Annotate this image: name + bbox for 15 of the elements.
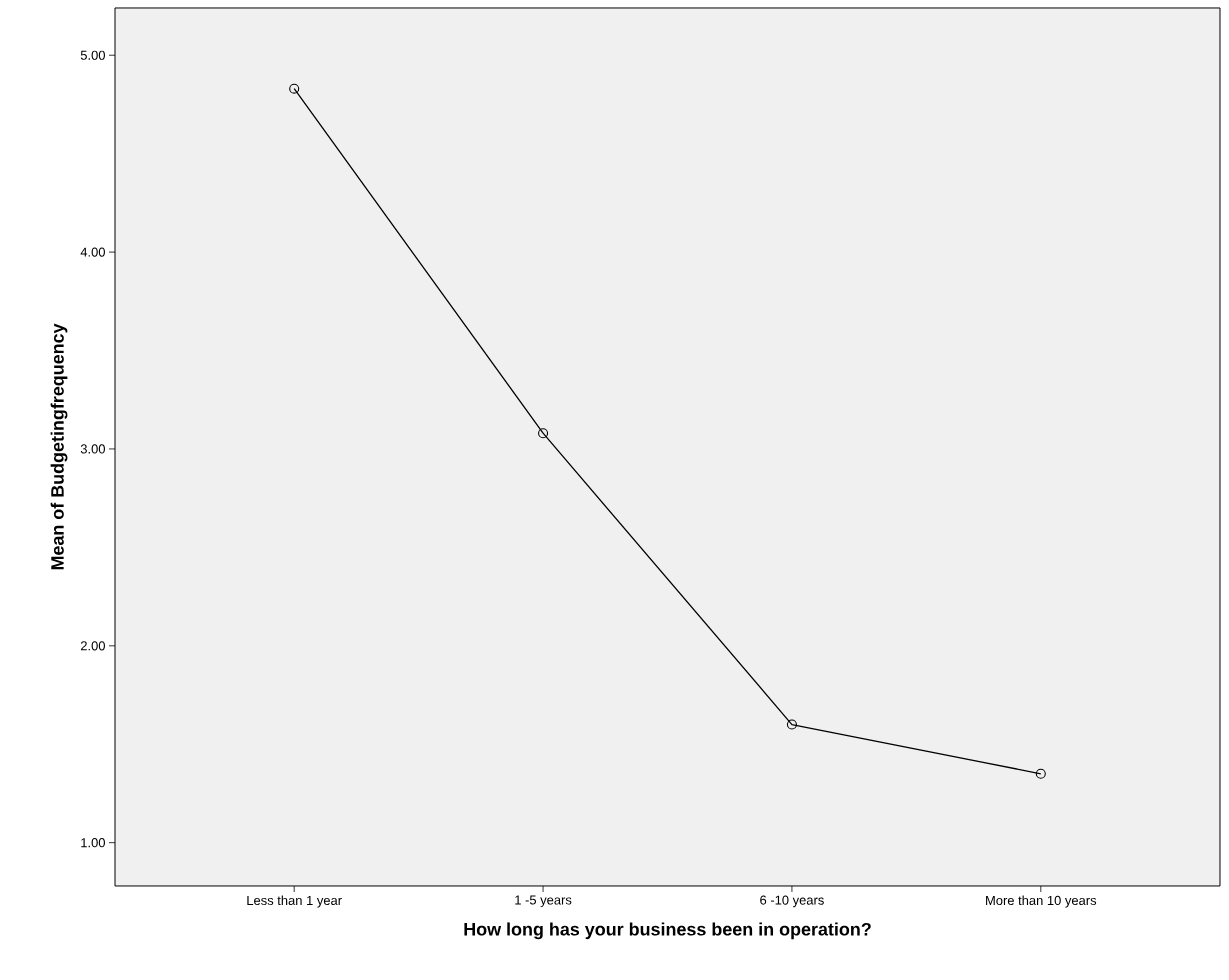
point xyxy=(786,719,797,730)
x-tick-label: More than 10 years xyxy=(986,895,1097,908)
y-tick-label: 2.00 xyxy=(80,641,105,651)
x-tick-label: 1 -5 years xyxy=(515,895,572,908)
y-axis-title: Mean of Budgetingfrequency xyxy=(50,323,68,570)
y-tick-label: 1.00 xyxy=(81,838,105,848)
point xyxy=(1035,768,1046,779)
y-tick-label: 4.00 xyxy=(80,247,105,257)
y-tick-label: 3.00 xyxy=(80,444,105,454)
x-tick-label: Less than 1 year xyxy=(247,895,342,908)
x-axis-title: How long has your business been in operation? xyxy=(464,922,871,940)
x-tick-label: 6 -10 years xyxy=(760,895,824,908)
y-tick-label: 5.00 xyxy=(80,50,105,60)
point xyxy=(538,428,549,439)
point xyxy=(289,83,300,94)
